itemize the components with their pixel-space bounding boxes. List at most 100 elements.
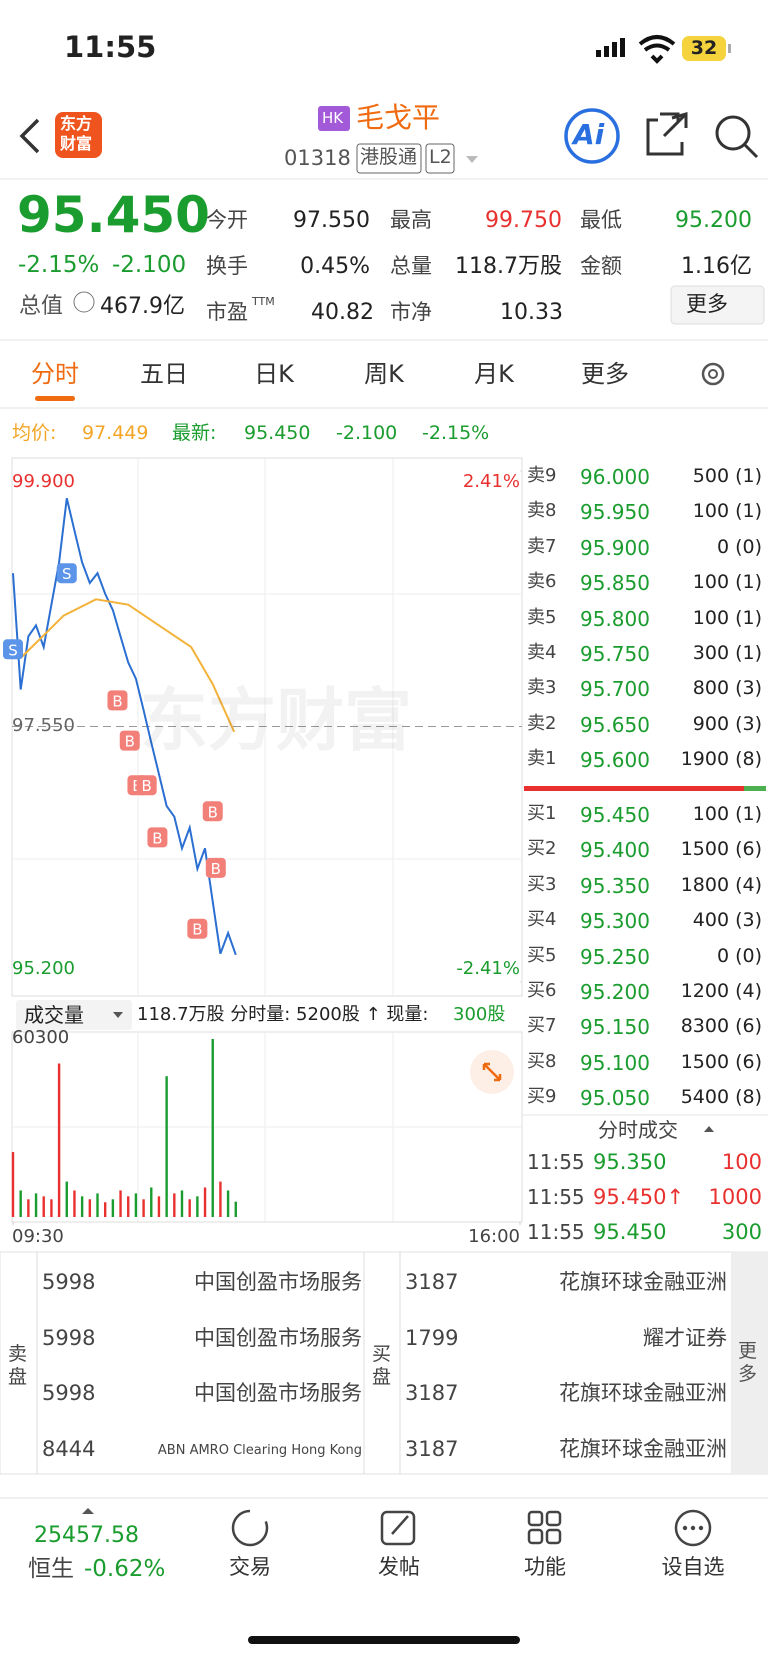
marker-box: [119, 730, 140, 751]
stat-label: 总量: [390, 254, 432, 278]
volume-selector-label[interactable]: 成交量: [24, 1003, 84, 1027]
y-tick-label: 97.550: [12, 714, 75, 736]
trade-time: 11:55: [527, 1185, 585, 1209]
book-price: 95.450: [580, 803, 650, 827]
function-icon[interactable]: [527, 1510, 562, 1545]
buy-side-label: 买盘: [372, 1343, 392, 1388]
marker-label: B: [192, 921, 202, 939]
trade-marker: B: [187, 918, 208, 939]
marker-box: [3, 639, 23, 660]
volume-bar: [80, 1196, 84, 1217]
share-button[interactable]: [646, 112, 688, 156]
watermark: 东方财富: [140, 682, 413, 761]
post-icon[interactable]: [380, 1510, 416, 1546]
volume-bar: [127, 1196, 130, 1217]
tab[interactable]: 分时: [31, 360, 79, 388]
stat-label: 金额: [580, 254, 622, 278]
more-column[interactable]: [731, 1252, 768, 1474]
stat-value: 95.200: [675, 208, 752, 233]
book-volume: 8300 (6): [680, 1015, 762, 1038]
broker-name: ABN AMRO Clearing Hong Kong: [157, 1442, 362, 1458]
trade-volume: 300: [721, 1220, 762, 1244]
home-indicator: [248, 1636, 520, 1644]
search-button[interactable]: [715, 115, 751, 151]
book-volume: 100 (1): [692, 803, 762, 825]
more-button[interactable]: [670, 285, 765, 325]
tab[interactable]: 更多: [581, 360, 629, 388]
book-price: 95.950: [580, 500, 650, 525]
signal-icon: [596, 38, 625, 57]
stat-label: 总值: [19, 294, 64, 319]
settings-center: [708, 369, 718, 379]
book-volume: 500 (1): [692, 465, 762, 487]
volume-bar: [19, 1190, 22, 1217]
volume-bar: [34, 1193, 38, 1217]
book-price: 95.600: [580, 748, 650, 773]
tab-underline: [35, 396, 75, 401]
broker-name: 中国创盈市场服务: [194, 1325, 362, 1350]
volume-bar: [157, 1196, 161, 1217]
ai-label[interactable]: Ai: [573, 118, 605, 151]
tab[interactable]: 日K: [254, 360, 294, 388]
marker-label: B: [112, 692, 122, 710]
dropdown-icon[interactable]: [466, 156, 478, 163]
avg-price: 97.449: [82, 422, 149, 444]
book-price: 96.000: [580, 465, 650, 489]
settings-button[interactable]: [701, 362, 725, 386]
stat-value: 118.7万股: [455, 254, 562, 279]
volume-bar: [211, 1039, 214, 1217]
tab[interactable]: 五日: [140, 360, 188, 388]
tag-box: [356, 143, 422, 174]
info-icon[interactable]: [73, 291, 95, 313]
broker-id: 1799: [405, 1325, 459, 1350]
volume-bar: [203, 1187, 207, 1217]
sort-icon: [704, 1126, 714, 1132]
stat-value: 1.16亿: [681, 254, 752, 279]
battery-level: 32: [690, 37, 718, 59]
last-value: 95.450: [244, 422, 311, 444]
book-label: 买1: [527, 803, 557, 824]
battery-tip: [728, 44, 731, 53]
trade-marker: B: [147, 827, 168, 848]
book-volume: 0 (0): [716, 944, 762, 967]
marker-box: [187, 918, 208, 939]
y-tick-label: 60300: [12, 1027, 70, 1048]
trade-icon[interactable]: [231, 1509, 269, 1547]
book-volume: 800 (3): [692, 677, 762, 700]
tab[interactable]: 周K: [364, 360, 404, 388]
tab[interactable]: 月K: [474, 360, 514, 388]
volume-bar: [111, 1199, 115, 1217]
volume-selector[interactable]: [16, 1000, 132, 1030]
trade-marker: B: [136, 775, 157, 796]
volume-bar: [173, 1193, 176, 1217]
expand-index[interactable]: [82, 1508, 94, 1514]
dropdown-icon: [113, 1012, 123, 1018]
book-label: 卖2: [527, 712, 557, 734]
book-price: 95.200: [580, 980, 650, 1004]
book-label: 买3: [527, 873, 557, 895]
volume-bar: [226, 1190, 230, 1217]
more-label[interactable]: 更多: [686, 292, 728, 316]
book-volume: 300 (1): [692, 642, 762, 664]
trade-marker: B: [107, 690, 128, 711]
app-logo: [55, 112, 102, 158]
nav-label[interactable]: 设自选: [661, 1555, 725, 1579]
volume-info: 118.7万股 分时量: 5200股 ↑ 现量:: [137, 1004, 429, 1025]
nav-label[interactable]: 交易: [229, 1555, 271, 1579]
ai-button[interactable]: [564, 108, 620, 164]
watchlist-icon[interactable]: [674, 1509, 712, 1547]
battery: [682, 36, 726, 61]
stat-value: 99.750: [485, 208, 562, 233]
book-price: 95.250: [580, 944, 650, 969]
change-pct: -2.15%: [18, 252, 100, 278]
more-brokers[interactable]: 更多: [738, 1340, 758, 1385]
marker-box: [56, 563, 77, 584]
volume-bar: [57, 1063, 61, 1217]
back-button[interactable]: [19, 118, 40, 154]
book-volume: 900 (3): [692, 712, 762, 735]
book-volume: 1900 (8): [680, 748, 762, 771]
stat-value: 40.82: [311, 300, 374, 325]
nav-label[interactable]: 功能: [524, 1555, 566, 1579]
nav-label[interactable]: 发帖: [378, 1555, 420, 1579]
